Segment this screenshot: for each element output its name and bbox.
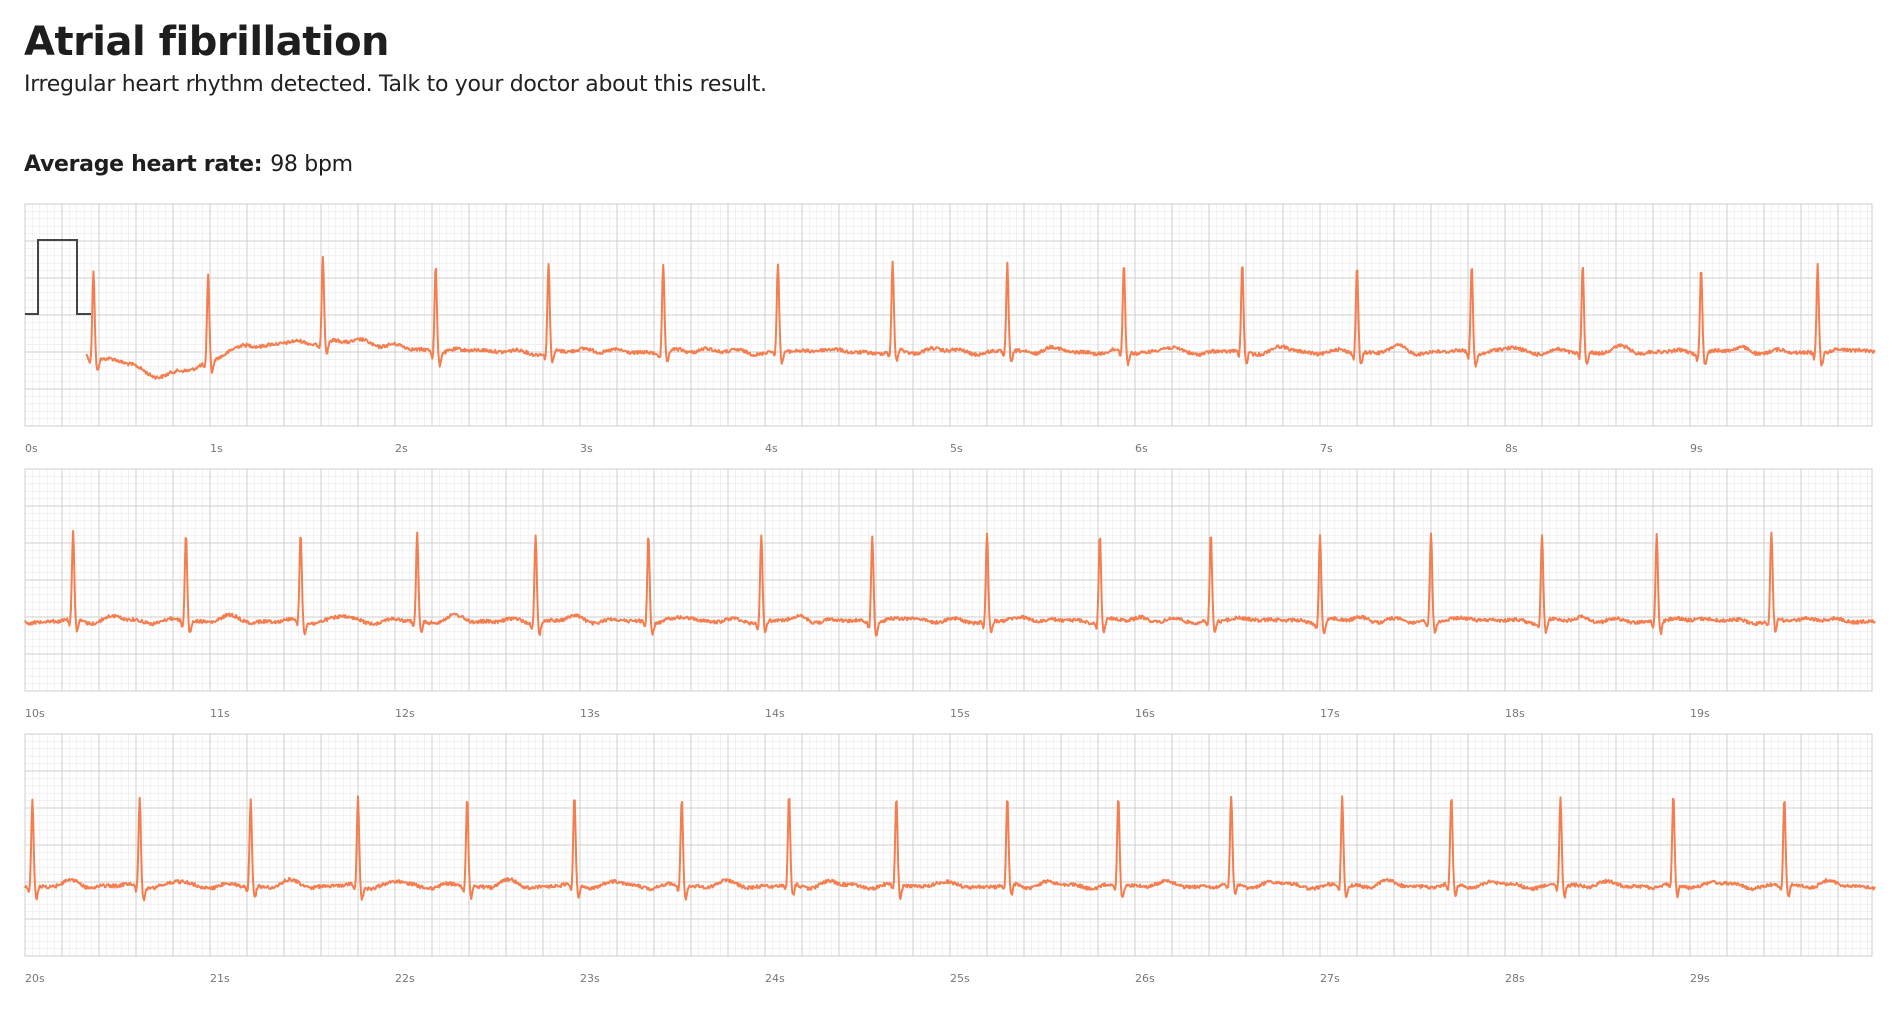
- ecg-strip-1: 0s 1s 2s 3s 4s 5s 6s 7s 8s 9s: [24, 203, 1876, 455]
- tick-label: 13s: [580, 707, 600, 720]
- tick-label: 9s: [1690, 442, 1703, 455]
- tick-label: 25s: [950, 972, 970, 985]
- tick-label: 4s: [765, 442, 778, 455]
- tick-label: 10s: [25, 707, 45, 720]
- calibration-pulse: [25, 239, 91, 315]
- tick-label: 16s: [1135, 707, 1155, 720]
- tick-label: 21s: [210, 972, 230, 985]
- ecg-trace: [24, 795, 1876, 902]
- ecg-trace: [24, 529, 1876, 637]
- tick-label: 2s: [395, 442, 408, 455]
- tick-label: 28s: [1505, 972, 1525, 985]
- tick-label: 7s: [1320, 442, 1333, 455]
- tick-label: 11s: [210, 707, 230, 720]
- tick-label: 1s: [210, 442, 223, 455]
- tick-label: 18s: [1505, 707, 1525, 720]
- tick-label: 14s: [765, 707, 785, 720]
- ecg-trace: [85, 255, 1876, 380]
- tick-label: 27s: [1320, 972, 1340, 985]
- tick-label: 6s: [1135, 442, 1148, 455]
- tick-label: 17s: [1320, 707, 1340, 720]
- tick-label: 24s: [765, 972, 785, 985]
- tick-label: 26s: [1135, 972, 1155, 985]
- page-subtitle: Irregular heart rhythm detected. Talk to…: [24, 72, 767, 97]
- tick-label: 22s: [395, 972, 415, 985]
- tick-label: 19s: [1690, 707, 1710, 720]
- strip-grid: [24, 468, 1872, 692]
- tick-label: 15s: [950, 707, 970, 720]
- tick-label: 29s: [1690, 972, 1710, 985]
- average-heart-rate: Average heart rate: 98 bpm: [24, 152, 353, 177]
- ecg-strip-2: 10s 11s 12s 13s 14s 15s 16s 17s 18s 19s: [24, 468, 1876, 720]
- tick-label: 23s: [580, 972, 600, 985]
- tick-label: 8s: [1505, 442, 1518, 455]
- tick-label: 12s: [395, 707, 415, 720]
- average-heart-rate-label: Average heart rate:: [24, 152, 263, 177]
- tick-label: 3s: [580, 442, 593, 455]
- page-title: Atrial fibrillation: [24, 19, 390, 65]
- tick-label: 5s: [950, 442, 963, 455]
- header: Atrial fibrillation Irregular heart rhyt…: [24, 14, 1870, 97]
- average-heart-rate-value: 98 bpm: [270, 152, 353, 177]
- tick-label: 20s: [25, 972, 45, 985]
- ecg-strip-3: 20s 21s 22s 23s 24s 25s 26s 27s 28s 29s: [24, 733, 1876, 985]
- tick-label: 0s: [25, 442, 38, 455]
